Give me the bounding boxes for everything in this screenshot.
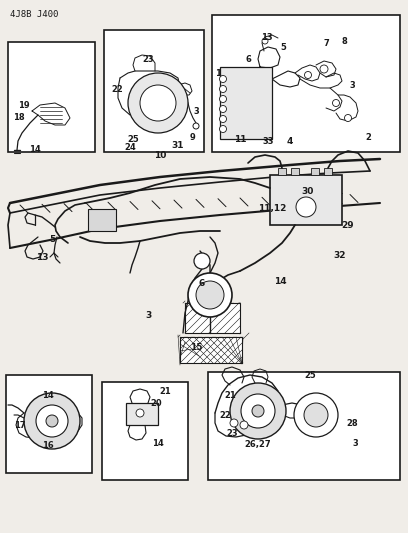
Text: 20: 20 (150, 399, 162, 408)
Text: 18: 18 (13, 114, 25, 123)
Circle shape (220, 125, 226, 133)
Text: 14: 14 (29, 144, 41, 154)
Circle shape (252, 405, 264, 417)
Text: 19: 19 (18, 101, 30, 109)
Text: 2: 2 (365, 133, 371, 142)
Circle shape (304, 71, 311, 78)
Circle shape (294, 393, 338, 437)
Text: 6: 6 (199, 279, 205, 287)
Circle shape (188, 273, 232, 317)
Text: 30: 30 (302, 187, 314, 196)
Bar (278, 168, 286, 175)
Circle shape (140, 85, 176, 121)
Circle shape (194, 253, 210, 269)
Text: 21: 21 (224, 391, 236, 400)
Circle shape (193, 123, 199, 129)
Text: 22: 22 (219, 410, 231, 419)
Text: 17: 17 (14, 421, 26, 430)
Text: 5: 5 (49, 235, 55, 244)
Bar (311, 168, 319, 175)
Text: 14: 14 (42, 391, 54, 400)
Bar (8, 42, 95, 152)
Bar (212, 15, 400, 152)
Circle shape (220, 76, 226, 83)
Text: 28: 28 (346, 418, 358, 427)
Text: 23: 23 (226, 429, 238, 438)
Bar (6, 375, 92, 473)
Text: 13: 13 (261, 33, 273, 42)
Text: 32: 32 (334, 251, 346, 260)
Text: 11,12: 11,12 (258, 204, 286, 213)
Circle shape (24, 393, 80, 449)
Text: 9: 9 (189, 133, 195, 141)
Circle shape (136, 409, 144, 417)
Text: 14: 14 (152, 439, 164, 448)
Circle shape (230, 383, 286, 439)
Circle shape (128, 73, 188, 133)
Bar (208, 372, 400, 480)
Bar (270, 175, 342, 225)
Text: 25: 25 (304, 370, 316, 379)
Circle shape (220, 95, 226, 102)
Bar (291, 168, 299, 175)
Bar (126, 403, 158, 425)
Circle shape (241, 394, 275, 428)
Text: 26,27: 26,27 (245, 440, 271, 449)
Bar (102, 382, 188, 480)
Text: 10: 10 (154, 150, 166, 159)
Text: 13: 13 (36, 253, 48, 262)
Text: 16: 16 (42, 440, 54, 449)
Bar (104, 30, 204, 152)
Text: 31: 31 (172, 141, 184, 149)
Circle shape (46, 415, 58, 427)
Text: 14: 14 (274, 277, 286, 286)
Text: 6: 6 (245, 54, 251, 63)
Bar (185, 303, 240, 333)
Text: 3: 3 (352, 439, 358, 448)
Text: 4: 4 (287, 136, 293, 146)
Text: 8: 8 (341, 36, 347, 45)
Circle shape (262, 38, 268, 44)
Circle shape (296, 197, 316, 217)
Circle shape (220, 85, 226, 93)
Circle shape (304, 403, 328, 427)
Text: 11: 11 (234, 134, 246, 143)
Text: 7: 7 (323, 38, 329, 47)
Circle shape (36, 405, 68, 437)
Text: 25: 25 (127, 135, 139, 144)
Circle shape (196, 281, 224, 309)
Text: 3: 3 (145, 311, 151, 319)
Circle shape (320, 65, 328, 73)
Text: 29: 29 (341, 221, 354, 230)
Circle shape (344, 115, 352, 122)
Text: 3: 3 (193, 108, 199, 117)
Circle shape (240, 421, 248, 429)
Text: 33: 33 (262, 136, 274, 146)
Text: 4J8B J400: 4J8B J400 (10, 10, 58, 19)
Text: 15: 15 (190, 343, 202, 351)
Text: 21: 21 (159, 387, 171, 397)
Bar (180, 337, 242, 363)
Text: 23: 23 (142, 54, 154, 63)
Bar (88, 209, 116, 231)
Circle shape (333, 100, 339, 107)
Bar (324, 168, 332, 175)
Bar (220, 67, 272, 139)
Text: 1: 1 (215, 69, 221, 77)
Text: 5: 5 (280, 43, 286, 52)
Text: 3: 3 (349, 80, 355, 90)
Circle shape (230, 419, 238, 427)
Circle shape (220, 116, 226, 123)
Text: 24: 24 (124, 142, 136, 151)
Circle shape (220, 106, 226, 112)
Text: 22: 22 (111, 85, 123, 93)
